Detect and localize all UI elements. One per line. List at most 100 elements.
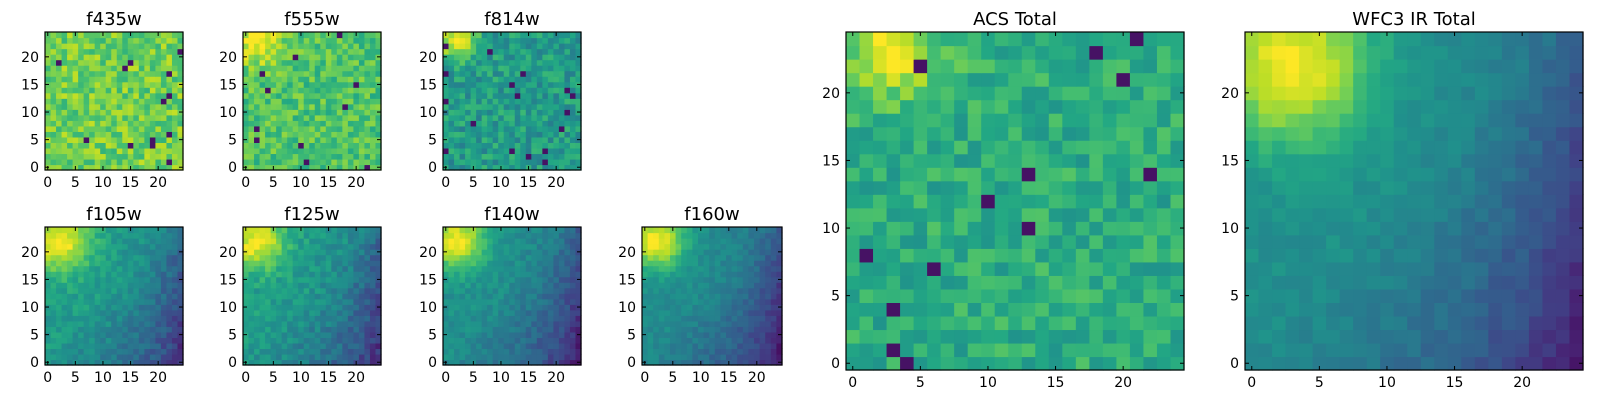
- heatmap-cell: [531, 54, 538, 61]
- heatmap-cell: [664, 298, 671, 305]
- heatmap-cell: [298, 109, 305, 116]
- heatmap-cell: [454, 125, 461, 132]
- heatmap-cell: [83, 276, 90, 283]
- heatmap-cell: [298, 260, 305, 267]
- heatmap-cell: [314, 342, 321, 350]
- heatmap-cell: [569, 331, 577, 338]
- heatmap-cell: [525, 136, 532, 143]
- heatmap-cell: [45, 120, 52, 127]
- heatmap-cell: [320, 120, 327, 127]
- heatmap-cell: [149, 43, 156, 50]
- heatmap-cell: [476, 276, 483, 283]
- heatmap-cell: [243, 337, 250, 344]
- heatmap-cell: [369, 254, 377, 261]
- heatmap-cell: [731, 359, 738, 366]
- heatmap-cell: [503, 309, 510, 316]
- heatmap-cell: [298, 87, 305, 94]
- heatmap-cell: [487, 265, 494, 272]
- heatmap-cell: [1048, 329, 1063, 344]
- heatmap-cell: [292, 87, 299, 94]
- heatmap-cell: [754, 342, 761, 350]
- heatmap-cell: [270, 238, 277, 245]
- heatmap-cell: [336, 37, 343, 44]
- heatmap-cell: [336, 227, 343, 234]
- heatmap-cell: [873, 234, 888, 249]
- heatmap-cell: [166, 120, 173, 127]
- heatmap-cell: [569, 254, 577, 261]
- heatmap-cell: [72, 81, 79, 88]
- heatmap-cell: [731, 304, 738, 311]
- heatmap-cell: [78, 37, 85, 44]
- heatmap-cell: [531, 359, 538, 366]
- heatmap-cell: [94, 353, 101, 361]
- heatmap-cell: [509, 136, 516, 143]
- heatmap-cell: [149, 260, 156, 267]
- heatmap-cell: [658, 304, 665, 311]
- heatmap-cell: [375, 32, 382, 39]
- heatmap-cell: [525, 232, 532, 239]
- heatmap-cell: [89, 54, 96, 61]
- heatmap-cell: [1062, 302, 1077, 317]
- heatmap-cell: [492, 98, 499, 105]
- heatmap-cell: [487, 142, 494, 149]
- heatmap-cell: [127, 147, 134, 155]
- heatmap-cell: [670, 243, 677, 250]
- heatmap-cell: [542, 76, 549, 83]
- heatmap-cell: [265, 265, 272, 272]
- heatmap-cell: [100, 43, 107, 50]
- heatmap-cell: [564, 65, 571, 72]
- heatmap-cell: [177, 65, 184, 72]
- heatmap-cell: [509, 48, 516, 55]
- heatmap-cell: [254, 65, 261, 72]
- heatmap-cell: [111, 98, 118, 105]
- heatmap-cell: [127, 81, 134, 88]
- heatmap-cell: [558, 293, 566, 300]
- heatmap-cell: [265, 243, 272, 250]
- heatmap-cell: [686, 331, 693, 338]
- heatmap-cell: [470, 81, 477, 88]
- heatmap-cell: [78, 120, 85, 127]
- heatmap-cell: [575, 70, 582, 77]
- heatmap-cell: [281, 59, 288, 66]
- heatmap-cell: [325, 125, 332, 132]
- x-tick-label: 0: [241, 370, 250, 386]
- heatmap-cell: [642, 309, 649, 316]
- heatmap-cell: [298, 337, 305, 344]
- heatmap-cell: [89, 309, 96, 316]
- heatmap-cell: [553, 65, 560, 72]
- heatmap-cell: [859, 234, 874, 249]
- heatmap-cell: [243, 98, 250, 105]
- heatmap-cell: [336, 153, 343, 160]
- heatmap-cell: [127, 65, 134, 72]
- heatmap-cell: [325, 249, 332, 256]
- heatmap-cell: [72, 76, 79, 83]
- heatmap-cell: [492, 265, 499, 272]
- heatmap-cell: [1035, 342, 1050, 358]
- heatmap-cell: [742, 271, 749, 278]
- heatmap-cell: [83, 59, 90, 66]
- heatmap-cell: [56, 131, 63, 138]
- heatmap-cell: [111, 81, 118, 88]
- heatmap-cell: [698, 353, 705, 361]
- heatmap-cell: [776, 337, 783, 344]
- x-tick-label: 5: [668, 370, 677, 386]
- heatmap-cell: [1062, 180, 1077, 195]
- heatmap-cell: [270, 65, 277, 72]
- heatmap-cell: [369, 243, 377, 250]
- heatmap-cell: [703, 359, 710, 366]
- heatmap-cell: [492, 65, 499, 72]
- heatmap-cell: [448, 238, 455, 245]
- heatmap-cell: [525, 304, 532, 311]
- heatmap-cell: [481, 65, 488, 72]
- heatmap-cell: [476, 227, 483, 234]
- heatmap-cell: [292, 65, 299, 72]
- heatmap-cell: [542, 114, 549, 121]
- heatmap-cell: [459, 315, 466, 322]
- heatmap-cell: [525, 147, 532, 155]
- heatmap-cell: [481, 76, 488, 83]
- heatmap-cell: [133, 227, 140, 234]
- heatmap-cell: [369, 348, 377, 355]
- heatmap-cell: [742, 276, 749, 283]
- heatmap-cell: [331, 142, 338, 149]
- heatmap-cell: [459, 232, 466, 239]
